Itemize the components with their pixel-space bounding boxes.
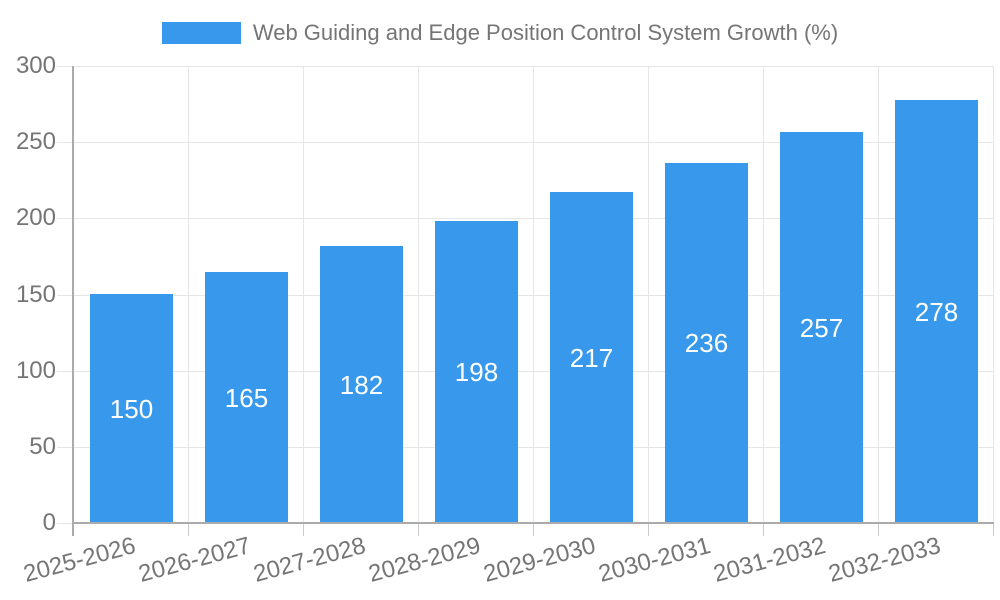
- x-tick: [188, 523, 189, 536]
- x-tick: [878, 523, 879, 536]
- bar[interactable]: 217: [550, 192, 633, 523]
- bar-value-label: 165: [224, 382, 269, 413]
- gridline-vertical: [648, 66, 649, 523]
- legend[interactable]: Web Guiding and Edge Position Control Sy…: [0, 21, 1000, 45]
- bar-value-label: 182: [339, 369, 384, 400]
- x-axis-tick-label: 2030-2031: [595, 532, 714, 588]
- chart-title: Web Guiding and Edge Position Control Sy…: [252, 20, 839, 45]
- bar-value-label: 257: [799, 312, 844, 343]
- x-tick: [648, 523, 649, 536]
- gridline-vertical: [418, 66, 419, 523]
- y-axis-tick-label: 100: [15, 357, 56, 384]
- y-axis-line: [72, 66, 74, 536]
- bar-value-label: 278: [914, 296, 959, 327]
- bar-value-label: 150: [109, 393, 154, 424]
- y-axis-tick-label: 150: [15, 281, 56, 308]
- y-axis-tick-label: 300: [15, 52, 56, 79]
- x-tick: [533, 523, 534, 536]
- bar[interactable]: 198: [435, 221, 518, 523]
- gridline-vertical: [993, 66, 994, 523]
- y-axis-tick-label: 50: [29, 433, 56, 460]
- bar[interactable]: 278: [895, 100, 978, 523]
- y-axis-tick-label: 250: [15, 128, 56, 155]
- bar[interactable]: 236: [665, 163, 748, 523]
- x-tick: [418, 523, 419, 536]
- x-axis-line: [73, 522, 994, 524]
- bar-value-label: 236: [684, 328, 729, 358]
- x-axis-tick-label: 2026-2027: [135, 532, 254, 588]
- gridline-horizontal: [57, 371, 994, 372]
- x-axis-tick-label: 2027-2028: [250, 532, 369, 588]
- x-tick: [303, 523, 304, 536]
- gridline-vertical: [533, 66, 534, 523]
- x-axis-tick-label: 2032-2033: [825, 532, 944, 588]
- gridline-horizontal: [57, 447, 994, 448]
- bar[interactable]: 257: [780, 132, 863, 523]
- bar[interactable]: 165: [205, 272, 288, 523]
- bar[interactable]: 182: [320, 246, 403, 523]
- gridline-horizontal: [57, 295, 994, 296]
- x-axis-tick-label: 2025-2026: [20, 532, 139, 588]
- gridline-vertical: [303, 66, 304, 523]
- x-tick: [763, 523, 764, 536]
- x-axis-tick-label: 2029-2030: [480, 532, 599, 588]
- x-axis-tick-label: 2028-2029: [365, 532, 484, 588]
- y-axis-tick-label: 0: [42, 509, 56, 536]
- gridline-vertical: [878, 66, 879, 523]
- bar-value-label: 198: [454, 357, 499, 387]
- x-axis-tick-label: 2031-2032: [710, 532, 829, 588]
- gridline-horizontal: [57, 218, 994, 219]
- bar-value-label: 217: [569, 342, 614, 373]
- gridline-vertical: [763, 66, 764, 523]
- y-tick: [57, 523, 74, 524]
- y-axis-tick-label: 200: [15, 204, 56, 231]
- gridline-horizontal: [57, 66, 994, 67]
- x-tick: [993, 523, 994, 536]
- legend-swatch: [161, 22, 241, 44]
- gridline-vertical: [188, 66, 189, 523]
- gridline-horizontal: [57, 142, 994, 143]
- bar[interactable]: 150: [90, 294, 173, 523]
